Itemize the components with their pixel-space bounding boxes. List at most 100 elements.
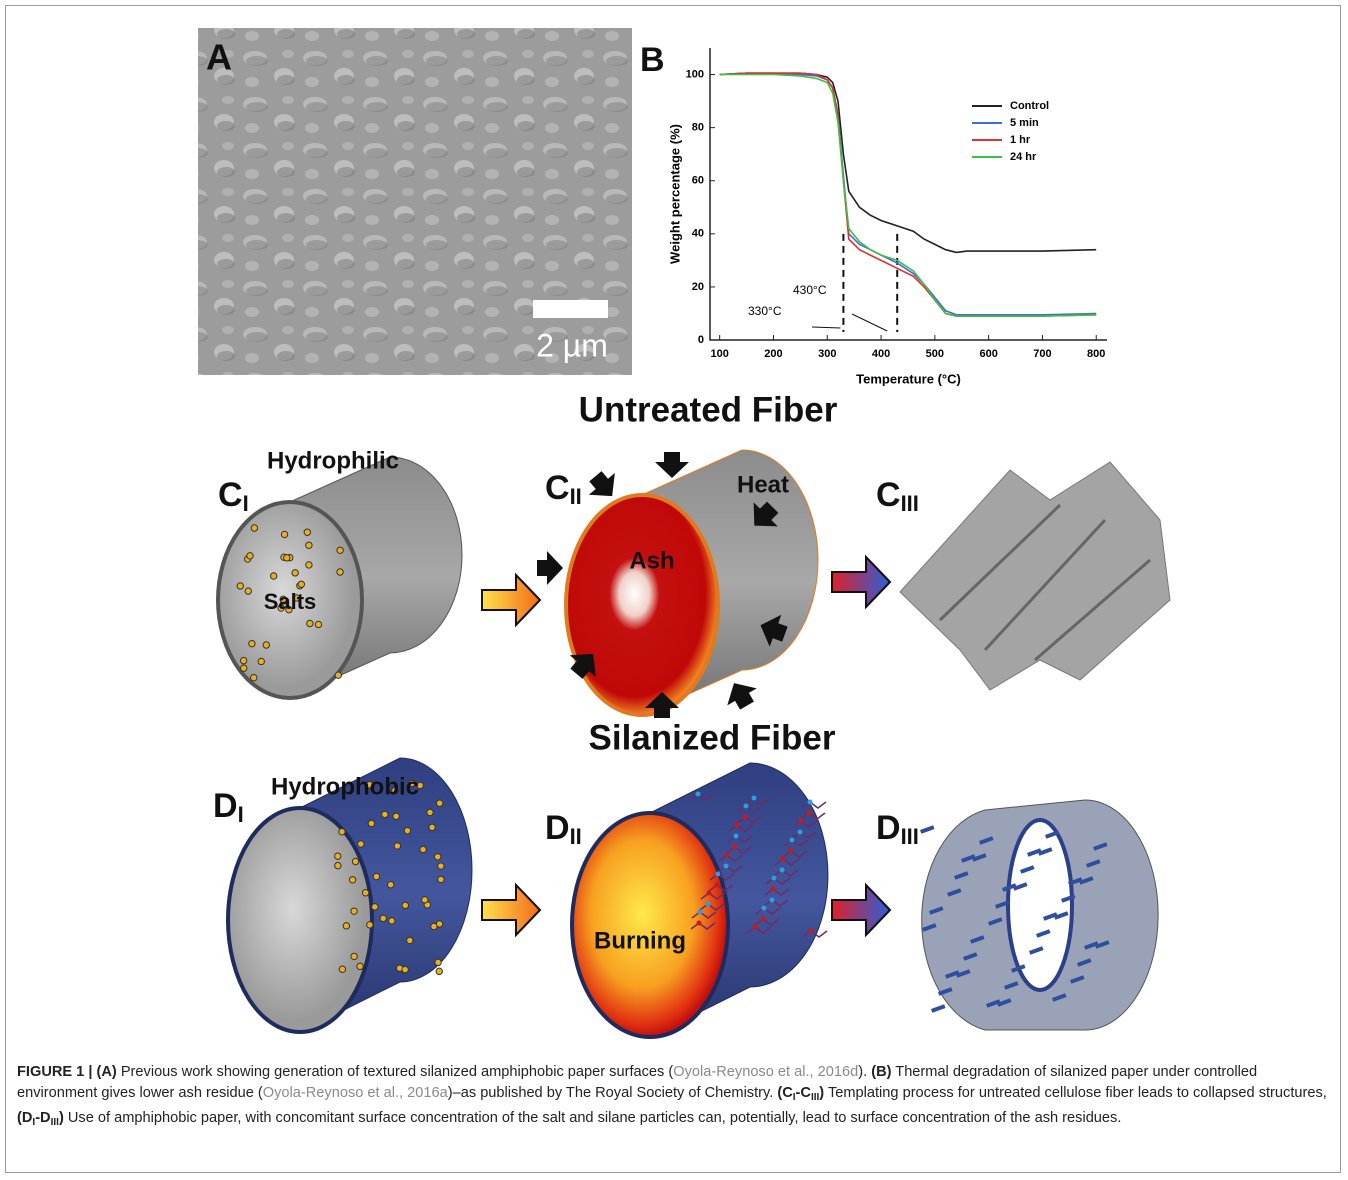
silane-atom [707, 891, 712, 896]
silane-atom [790, 838, 795, 843]
caption-link[interactable]: Oyola-Reynoso et al., 2016a [263, 1085, 448, 1101]
x-tick-label: 500 [926, 348, 944, 360]
ash-patch [920, 825, 935, 834]
diagram-text: Salts [264, 589, 317, 614]
x-tick-label: 800 [1087, 348, 1105, 360]
label-sub: III [901, 491, 919, 516]
diagram-text: Heat [737, 471, 789, 498]
y-tick-label: 100 [686, 68, 704, 80]
panel-letter: A [206, 37, 232, 78]
particle [351, 908, 357, 914]
annotation-arrow [812, 327, 840, 328]
particle [241, 665, 247, 671]
silane-atom [716, 872, 721, 877]
caption-link[interactable]: Oyola-Reynoso et al., 2016d [673, 1064, 858, 1080]
particle [306, 542, 312, 548]
caption-plain: Use of amphiphobic paper, with concomita… [64, 1110, 1122, 1126]
label-letter: D [545, 809, 570, 847]
silane-atom [733, 845, 738, 850]
silane-atom [809, 929, 814, 934]
label-sub: III [901, 824, 919, 849]
silane-atom [706, 902, 711, 907]
particle [358, 841, 364, 847]
label-sub: I [243, 491, 249, 516]
particle [367, 922, 373, 928]
legend-label: 24 hr [1010, 151, 1037, 163]
particle [380, 915, 386, 921]
annotation: 430°C [793, 283, 827, 297]
caption: FIGURE 1 | (A) Previous work showing gen… [17, 1062, 1335, 1133]
particle [240, 657, 246, 663]
silane-atom [762, 906, 767, 911]
panel-label: CIII [876, 476, 919, 516]
particle [394, 843, 400, 849]
particle [404, 827, 410, 833]
label-letter: C [218, 476, 243, 514]
label-sub: I [238, 802, 244, 827]
particle [389, 918, 395, 924]
particle [337, 547, 343, 553]
particle [402, 902, 408, 908]
silane-atom [752, 796, 757, 801]
particle [251, 525, 257, 531]
silane-atom [789, 849, 794, 854]
particle [306, 562, 312, 568]
diagram-text: Burning [594, 927, 686, 954]
caption-sub: III [51, 1117, 59, 1128]
particle [245, 588, 251, 594]
silane-atom [743, 815, 748, 820]
x-tick-label: 200 [764, 348, 782, 360]
section-title: Untreated Fiber [579, 390, 838, 429]
scale-label: 2 µm [536, 327, 608, 363]
silane-atom [698, 910, 703, 915]
silane-atom [798, 830, 803, 835]
caption-bold: (B) [871, 1064, 891, 1080]
particle [427, 809, 433, 815]
particle [422, 897, 428, 903]
silane-atom [753, 925, 758, 930]
heat-arrow [537, 551, 563, 585]
caption-bold: (C [777, 1085, 792, 1101]
diagram-text: Ash [629, 547, 674, 574]
silane-atom [725, 853, 730, 858]
process-arrow [482, 575, 540, 625]
particle [429, 824, 435, 830]
cylinder-face [572, 813, 728, 1037]
silane-atom [781, 857, 786, 862]
label-letter: D [213, 787, 238, 825]
particle [387, 882, 393, 888]
particle [339, 966, 345, 972]
caption-bold: -C [796, 1085, 811, 1101]
particle [373, 873, 379, 879]
y-axis-label: Weight percentage (%) [667, 124, 682, 264]
panel-label: DI [213, 787, 244, 827]
process-arrow [832, 557, 890, 607]
sem-image [198, 28, 632, 375]
silane-atom [724, 864, 729, 869]
panel-label: CII [545, 469, 582, 509]
silane-atom [734, 834, 739, 839]
caption-plain: ). [858, 1064, 871, 1080]
silane-atom [799, 819, 804, 824]
particle [372, 904, 378, 910]
silane-atom [697, 921, 702, 926]
particle [436, 800, 442, 806]
particle [251, 674, 257, 680]
cylinder-face [566, 495, 718, 715]
panel-label: DII [545, 809, 582, 849]
silane-atom [771, 887, 776, 892]
axis [710, 48, 1107, 340]
caption-plain: Previous work showing generation of text… [117, 1064, 674, 1080]
caption-bold: (D [17, 1110, 32, 1126]
legend-label: Control [1010, 100, 1049, 112]
heat-arrow [719, 675, 761, 715]
x-tick-label: 400 [872, 348, 890, 360]
silane-atom [780, 868, 785, 873]
legend-label: 1 hr [1010, 134, 1031, 146]
x-axis-label: Temperature (°C) [856, 371, 961, 386]
y-tick-label: 40 [692, 228, 704, 240]
particle [292, 570, 298, 576]
scale-bar [533, 300, 608, 318]
silane-atom [744, 804, 749, 809]
